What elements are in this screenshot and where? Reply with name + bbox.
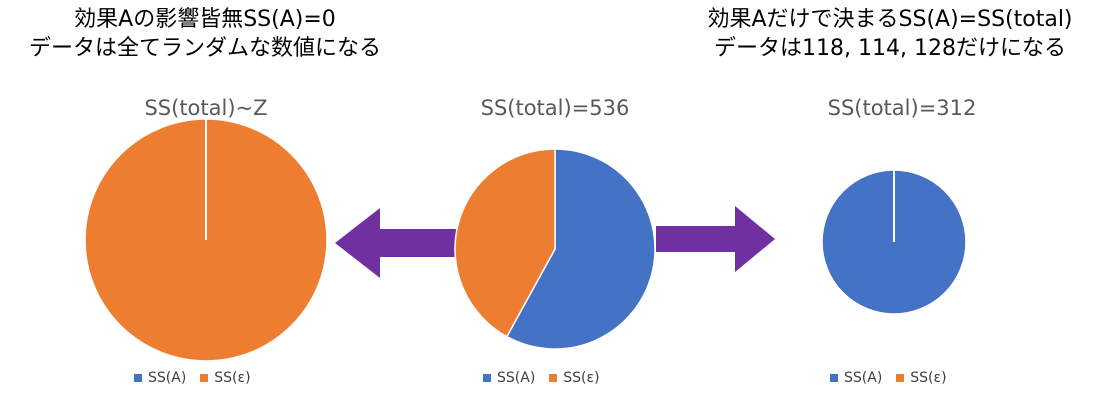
- legend-label-sse: SS(ε): [910, 370, 947, 386]
- legend-label-ssa: SS(A): [497, 370, 536, 386]
- left-heading-line1: 効果Aの影響皆無SS(A)=0: [74, 7, 336, 32]
- legend-label-ssa: SS(A): [148, 370, 187, 386]
- left-arrow: [335, 208, 460, 278]
- legend-label-sse: SS(ε): [563, 370, 600, 386]
- right-heading: 効果Aだけで決まるSS(A)=SS(total) データは118, 114, 1…: [690, 5, 1090, 63]
- legend-swatch-ssa: [830, 374, 838, 382]
- legend-right: SS(A) SS(ε): [830, 370, 961, 386]
- legend-swatch-sse: [896, 374, 905, 382]
- right-heading-line1: 効果Aだけで決まるSS(A)=SS(total): [707, 7, 1073, 32]
- legend-left: SS(A) SS(ε): [134, 370, 265, 386]
- legend-item-sse: SS(ε): [896, 370, 947, 386]
- right-arrow: [656, 206, 775, 272]
- slice-sse: [454, 148, 556, 338]
- legend-item-sse: SS(ε): [200, 370, 251, 386]
- legend-item-sse: SS(ε): [549, 370, 600, 386]
- pie-title-left: SS(total)~Z: [144, 96, 268, 120]
- legend-item-ssa: SS(A): [134, 370, 186, 386]
- legend-label-sse: SS(ε): [214, 370, 251, 386]
- legend-swatch-ssa: [134, 374, 142, 382]
- legend-swatch-sse: [549, 374, 558, 382]
- pie-right: [821, 169, 967, 315]
- legend-item-ssa: SS(A): [830, 370, 882, 386]
- legend-label-ssa: SS(A): [844, 370, 883, 386]
- pie-center: [454, 148, 656, 350]
- legend-item-ssa: SS(A): [483, 370, 535, 386]
- legend-swatch-sse: [200, 374, 209, 382]
- left-heading-line2: データは全てランダムな数値になる: [28, 36, 381, 61]
- slice-ssa: [505, 148, 656, 350]
- right-heading-line2: データは118, 114, 128だけになる: [714, 36, 1066, 61]
- legend-center: SS(A) SS(ε): [483, 370, 614, 386]
- pie-title-right: SS(total)=312: [827, 96, 977, 120]
- legend-swatch-ssa: [483, 374, 491, 382]
- pie-title-center: SS(total)=536: [480, 96, 630, 120]
- pie-left: [84, 118, 328, 362]
- left-heading: 効果Aの影響皆無SS(A)=0 データは全てランダムな数値になる: [15, 5, 395, 63]
